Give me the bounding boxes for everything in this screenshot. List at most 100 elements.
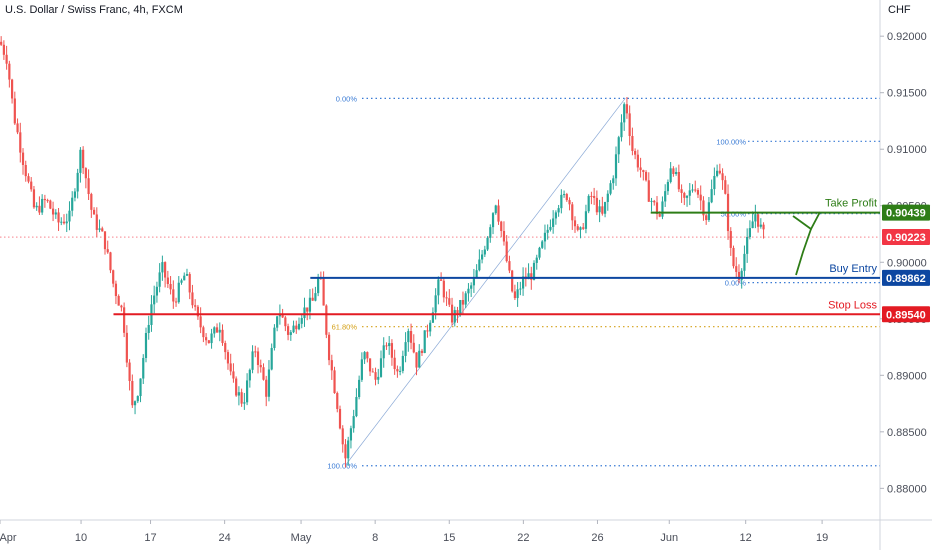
candle-body bbox=[237, 392, 240, 396]
candle-body bbox=[284, 317, 287, 327]
candle-body bbox=[475, 270, 478, 278]
candle-body bbox=[672, 168, 675, 174]
candle-body bbox=[576, 226, 579, 230]
candle-body bbox=[543, 232, 547, 242]
candle-body bbox=[595, 197, 598, 213]
candle-body bbox=[603, 202, 607, 214]
candle-body bbox=[215, 327, 219, 333]
candle-body bbox=[374, 372, 377, 380]
candle-body bbox=[546, 229, 549, 233]
candle-body bbox=[240, 392, 243, 404]
candle-body bbox=[464, 293, 467, 305]
candle-body bbox=[229, 363, 232, 372]
candle-body bbox=[467, 288, 470, 294]
candle-body bbox=[407, 331, 410, 343]
candle-body bbox=[317, 277, 320, 294]
candle-body bbox=[541, 241, 544, 248]
fib-level-label: 100.00% bbox=[327, 462, 357, 471]
candle-body bbox=[144, 332, 148, 358]
candle-body bbox=[702, 200, 705, 216]
candle-body bbox=[601, 206, 604, 214]
candle-body bbox=[194, 305, 197, 307]
candle-body bbox=[453, 310, 456, 323]
candle-body bbox=[573, 220, 577, 227]
candle-body bbox=[139, 378, 142, 397]
candle-body bbox=[631, 136, 634, 151]
candle-body bbox=[300, 318, 303, 324]
candle-body bbox=[582, 227, 585, 229]
candle-body bbox=[388, 343, 391, 347]
candle-body bbox=[19, 132, 22, 153]
candle-body bbox=[513, 291, 516, 299]
candle-body bbox=[256, 351, 260, 365]
y-tick-label: 0.89000 bbox=[887, 370, 927, 382]
candle-body bbox=[128, 362, 131, 381]
candle-body bbox=[30, 181, 33, 190]
candle-body bbox=[461, 299, 465, 305]
candle-body bbox=[259, 364, 262, 368]
candle-body bbox=[721, 173, 724, 181]
candle-body bbox=[125, 332, 128, 363]
x-tick-label: 17 bbox=[144, 532, 156, 544]
candle-body bbox=[650, 200, 653, 202]
candle-body bbox=[349, 428, 353, 441]
candle-body bbox=[669, 168, 672, 182]
candle-body bbox=[557, 208, 560, 213]
candle-body bbox=[508, 261, 511, 271]
candle-body bbox=[620, 122, 623, 138]
candle-body bbox=[278, 314, 281, 317]
candle-body bbox=[180, 280, 183, 283]
candle-body bbox=[642, 170, 645, 172]
candle-body bbox=[740, 270, 743, 280]
candle-body bbox=[210, 333, 213, 344]
candle-body bbox=[705, 215, 708, 221]
candle-body bbox=[202, 327, 205, 338]
time-axis[interactable]: Apr 10 17 24 May 8 15 22 26 Jun 12 19 bbox=[0, 520, 828, 544]
candle-body bbox=[593, 196, 596, 198]
candle-body bbox=[92, 209, 96, 215]
candle-body bbox=[177, 282, 180, 303]
candle-body bbox=[262, 367, 265, 380]
x-tick-label: 19 bbox=[816, 532, 828, 544]
candle-body bbox=[322, 278, 325, 306]
candle-body bbox=[371, 371, 374, 373]
x-tick-label: 24 bbox=[219, 532, 231, 544]
candle-body bbox=[617, 137, 620, 155]
candle-body bbox=[393, 357, 396, 370]
candle-body bbox=[8, 63, 11, 80]
price-tag bbox=[882, 204, 930, 221]
candle-body bbox=[164, 262, 167, 278]
candle-body bbox=[295, 325, 298, 330]
candle-body bbox=[62, 221, 66, 224]
candle-body bbox=[710, 189, 713, 203]
candle-body bbox=[418, 350, 421, 368]
candle-body bbox=[308, 297, 312, 312]
candle-body bbox=[396, 369, 399, 372]
candle-body bbox=[628, 113, 631, 137]
y-tick-label: 0.91500 bbox=[887, 88, 927, 100]
price-tag bbox=[882, 269, 930, 286]
candle-body bbox=[409, 331, 413, 343]
price-axis[interactable]: 0.920000.915000.910000.905000.900000.895… bbox=[880, 31, 930, 495]
candle-body bbox=[221, 329, 224, 344]
candle-body bbox=[729, 231, 732, 248]
candle-body bbox=[691, 189, 694, 191]
candle-body bbox=[79, 149, 82, 173]
candle-body bbox=[587, 195, 590, 212]
candle-body bbox=[54, 212, 57, 215]
candle-body bbox=[169, 283, 172, 290]
x-tick-label: 15 bbox=[443, 532, 455, 544]
candle-body bbox=[120, 305, 123, 308]
candle-body bbox=[245, 380, 249, 403]
candle-body bbox=[248, 369, 251, 381]
candle-body bbox=[677, 171, 680, 190]
candle-body bbox=[297, 323, 301, 330]
candles bbox=[0, 36, 765, 468]
candle-body bbox=[199, 316, 202, 328]
candle-body bbox=[281, 314, 284, 318]
candle-body bbox=[412, 342, 415, 353]
candle-body bbox=[106, 249, 109, 253]
candle-body bbox=[707, 202, 711, 221]
candle-body bbox=[552, 218, 555, 227]
